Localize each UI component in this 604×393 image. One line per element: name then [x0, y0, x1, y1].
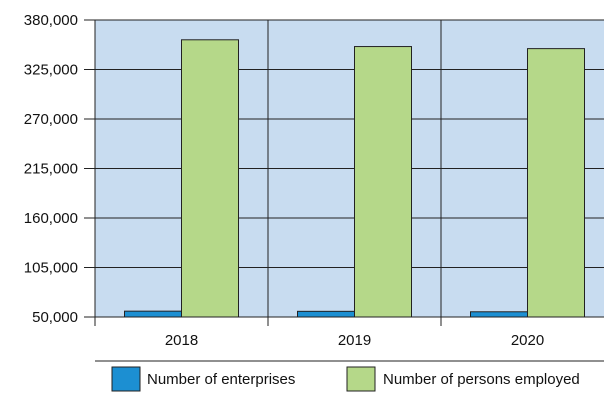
- legend-label-enterprises: Number of enterprises: [147, 371, 295, 388]
- bar-persons-employed-2020: [527, 48, 585, 318]
- legend: Number of enterprises Number of persons e…: [95, 360, 604, 392]
- y-tick-label-2: 270,000: [24, 111, 78, 128]
- y-tick-label-5: 105,000: [24, 260, 78, 277]
- y-tick-label-0: 380,000: [24, 12, 78, 29]
- bar-enterprises-2018: [124, 310, 182, 318]
- bar-enterprises-2020: [470, 311, 528, 318]
- x-tick-label-2020: 2020: [511, 332, 544, 349]
- legend-swatch-persons-employed: [346, 366, 376, 392]
- y-tick-label-3: 215,000: [24, 161, 78, 178]
- axes: [94, 20, 604, 326]
- bar-enterprises-2019: [297, 310, 355, 318]
- y-tick-label-6: 50,000: [32, 309, 78, 326]
- legend-label-persons-employed: Number of persons employed: [383, 371, 580, 388]
- y-tick-label-4: 160,000: [24, 210, 78, 227]
- y-tick-label-1: 325,000: [24, 62, 78, 79]
- x-tick-label-2019: 2019: [338, 332, 371, 349]
- x-tick-labels: 2018 2019 2020: [165, 332, 544, 349]
- bars: [124, 39, 585, 318]
- legend-swatch-enterprises: [111, 366, 141, 392]
- x-tick-label-2018: 2018: [165, 332, 198, 349]
- y-tick-labels: 380,000 325,000 270,000 215,000 160,000 105,0…: [24, 12, 78, 326]
- bar-persons-employed-2018: [181, 39, 239, 318]
- bar-persons-employed-2019: [354, 46, 412, 318]
